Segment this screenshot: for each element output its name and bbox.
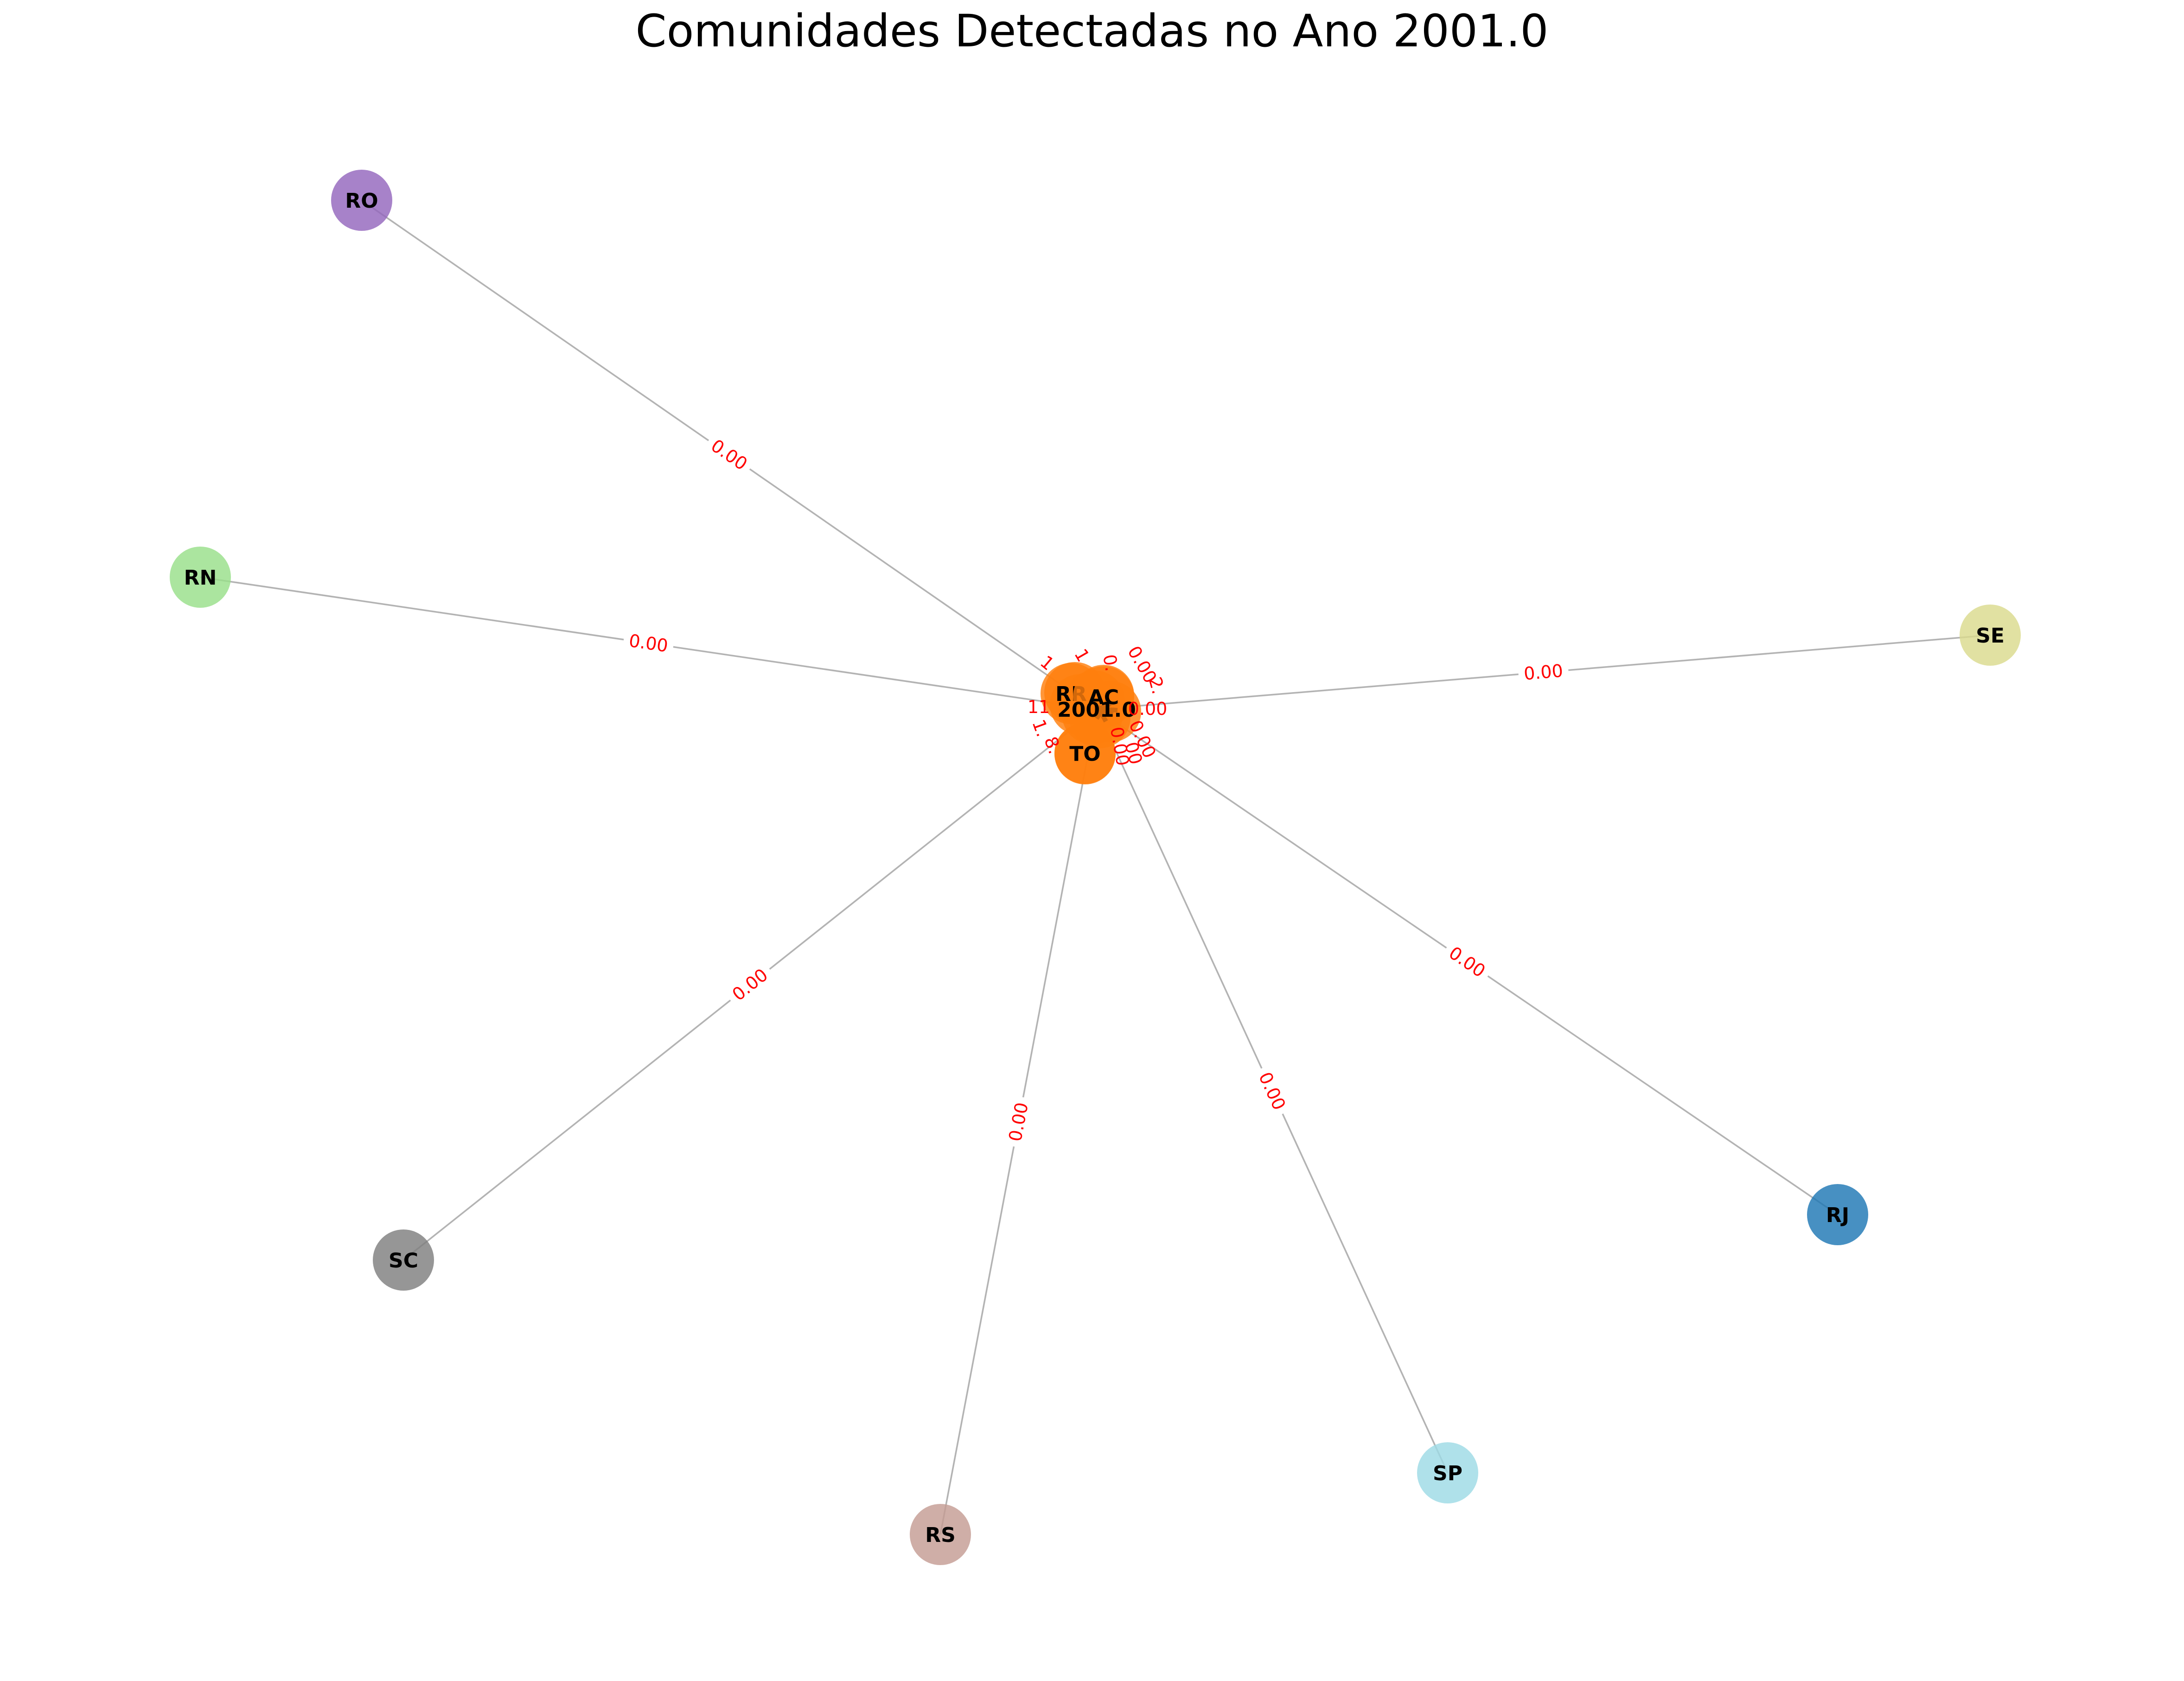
edge-label-background [702, 431, 756, 478]
edge-label-group: 0.00 [1252, 1063, 1293, 1119]
node-se [1960, 605, 2021, 666]
cluster-weight-label: 0. [1099, 653, 1122, 673]
node-ro [331, 170, 392, 231]
node-to [1054, 723, 1116, 784]
node-label-sc: SC [389, 1249, 418, 1273]
graph-title: Comunidades Detectadas no Ano 2001.0 [636, 5, 1549, 57]
node-label-se: SE [1976, 624, 2005, 648]
edge-label-background [1252, 1063, 1293, 1119]
node-label-rj: RJ [1826, 1203, 1849, 1227]
edge-label-group: 0.00 [702, 431, 756, 478]
edge-weight-label: 0.00 [1005, 1101, 1032, 1143]
node-label-sp: SP [1433, 1462, 1462, 1485]
edges-layer [200, 199, 1991, 1535]
cluster-weight-label: 11 [1028, 697, 1050, 717]
node-sc [373, 1229, 434, 1291]
node-label-rs: RS [925, 1523, 956, 1547]
node-label-ro: RO [345, 189, 378, 213]
node-rs [910, 1504, 971, 1565]
node-rj [1807, 1184, 1868, 1245]
node-label-rn: RN [184, 566, 217, 590]
node-rn [170, 547, 231, 608]
edge-label-group: 0.00 [622, 628, 675, 658]
edge-label-group: 0.00 [1517, 659, 1570, 686]
cluster-weight-label: 0.00 [1128, 699, 1168, 719]
edge-label-group: 0.00 [1003, 1095, 1035, 1149]
edge-label-background [723, 960, 777, 1009]
node-label-ac: AC [1088, 686, 1119, 709]
edge-label-background [622, 628, 675, 658]
edge-label-background [1003, 1095, 1035, 1149]
node-sp [1417, 1442, 1478, 1503]
edge-label-group: 0.00 [723, 960, 777, 1009]
edge-label-background [1440, 938, 1494, 986]
edge-label-background [1517, 659, 1570, 686]
edge-weight-label: 0.00 [1523, 661, 1564, 684]
hub-node-label: 2001.0 [1057, 698, 1136, 722]
edge-label-group: 0.00 [1440, 938, 1494, 986]
node-label-to: TO [1069, 742, 1100, 766]
node-ac [1073, 666, 1134, 727]
edge-labels-layer: 0.00 0.00 0.00 0.00 0.00 0.00 0.00 [622, 431, 1570, 1149]
cluster-weight-label: 1. [1028, 717, 1053, 739]
